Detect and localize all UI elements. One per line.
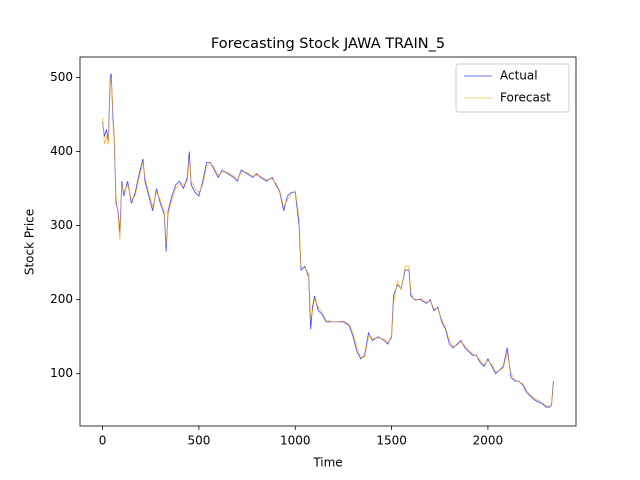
legend-label: Actual — [500, 69, 538, 83]
legend: Actual Forecast — [455, 63, 570, 113]
x-tick-label: 500 — [187, 434, 210, 448]
x-tick-label: 1000 — [280, 434, 311, 448]
y-axis-label: Stock Price — [23, 209, 37, 275]
plot-frame — [79, 56, 577, 427]
legend-label: Forecast — [500, 91, 551, 105]
y-tick-label: 400 — [50, 144, 73, 158]
y-tick-label: 300 — [50, 218, 73, 232]
series-line — [102, 77, 554, 407]
y-tick-label: 200 — [50, 292, 73, 306]
chart-title: Forecasting Stock JAWA TRAIN_5 — [211, 36, 445, 52]
x-tick-label: 0 — [99, 434, 107, 448]
series-line — [102, 73, 554, 408]
x-tick-label: 2000 — [473, 434, 504, 448]
y-tick-label: 500 — [50, 70, 73, 84]
y-tick-label: 100 — [50, 366, 73, 380]
x-axis-label: Time — [312, 456, 342, 470]
x-tick-label: 1500 — [376, 434, 407, 448]
